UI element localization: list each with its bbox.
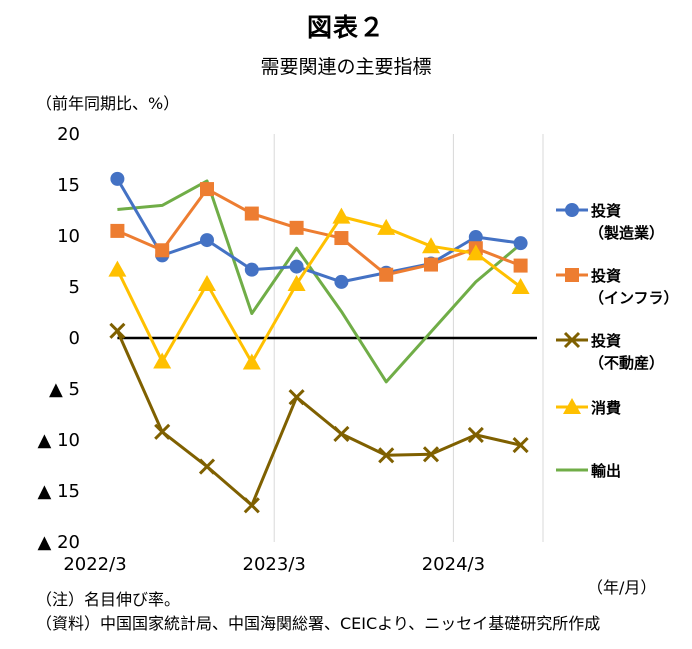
y-tick-label: 5 <box>69 277 80 298</box>
x-tick-label: 2022/3 <box>63 554 126 575</box>
data-point <box>155 243 170 258</box>
data-point <box>153 352 172 369</box>
data-point <box>512 437 529 454</box>
data-point <box>198 458 216 475</box>
data-point <box>110 223 125 238</box>
y-axis-unit: （前年同期比、%） <box>36 94 180 113</box>
y-tick-label: 0 <box>69 328 80 349</box>
legend-label: （不動産） <box>589 354 664 372</box>
chart-title: 図表２ <box>306 13 385 42</box>
y-tick-label: ▲ 20 <box>38 532 80 553</box>
data-point <box>244 206 259 221</box>
legend-label: 投資 <box>591 267 621 285</box>
x-tick-label: 2024/3 <box>422 554 485 575</box>
data-point <box>563 398 581 414</box>
data-point <box>513 236 528 251</box>
legend-label: 輸出 <box>591 462 621 480</box>
data-point <box>289 220 304 235</box>
data-point <box>109 322 126 339</box>
source-note: （資料）中国国家統計局、中国海関総署、CEICより、ニッセイ基礎研究所作成 <box>36 614 601 633</box>
data-point <box>565 268 579 282</box>
data-point <box>198 274 216 291</box>
data-point <box>377 218 396 235</box>
data-point <box>468 230 483 245</box>
data-point <box>565 203 579 217</box>
y-tick-label: ▲ 10 <box>38 430 80 451</box>
series-line <box>117 179 522 384</box>
data-point <box>467 426 484 443</box>
data-point <box>243 497 260 514</box>
data-point <box>110 171 125 186</box>
x-tick-label: 2023/3 <box>243 554 306 575</box>
data-point <box>154 423 171 440</box>
data-point <box>200 182 214 197</box>
data-point <box>333 425 350 442</box>
legend-label: （製造業） <box>589 224 664 242</box>
data-point <box>288 389 305 406</box>
data-point <box>378 447 395 464</box>
chart-subtitle: 需要関連の主要指標 <box>260 56 432 78</box>
y-tick-label: 20 <box>57 124 80 145</box>
series-line <box>116 330 521 507</box>
legend-label: 消費 <box>591 399 621 417</box>
data-point <box>108 260 127 277</box>
y-tick-label: 10 <box>57 226 80 247</box>
y-tick-label: ▲ 15 <box>38 481 80 502</box>
data-point <box>466 244 485 261</box>
data-point <box>424 257 438 272</box>
data-point <box>422 446 440 463</box>
data-point <box>563 331 581 349</box>
legend-label: 投資 <box>591 332 621 350</box>
series-line <box>116 187 522 277</box>
y-tick-label: 15 <box>57 175 80 196</box>
data-point <box>200 233 214 248</box>
y-tick-label: ▲ 5 <box>49 379 80 400</box>
data-point <box>242 353 261 370</box>
x-axis-unit: （年/月） <box>587 578 657 597</box>
legend-label: 投資 <box>591 202 621 220</box>
series-line <box>116 215 522 364</box>
footnote: （注）名目伸び率。 <box>36 590 181 609</box>
data-point <box>511 278 530 294</box>
data-point <box>422 237 440 254</box>
legend-label: （インフラ） <box>589 289 679 307</box>
data-point <box>334 231 349 246</box>
data-point <box>379 267 394 282</box>
data-point <box>332 207 351 224</box>
data-point <box>289 259 304 274</box>
data-point <box>287 274 306 291</box>
data-point <box>513 258 528 273</box>
data-point <box>334 274 349 289</box>
data-point <box>244 262 259 277</box>
